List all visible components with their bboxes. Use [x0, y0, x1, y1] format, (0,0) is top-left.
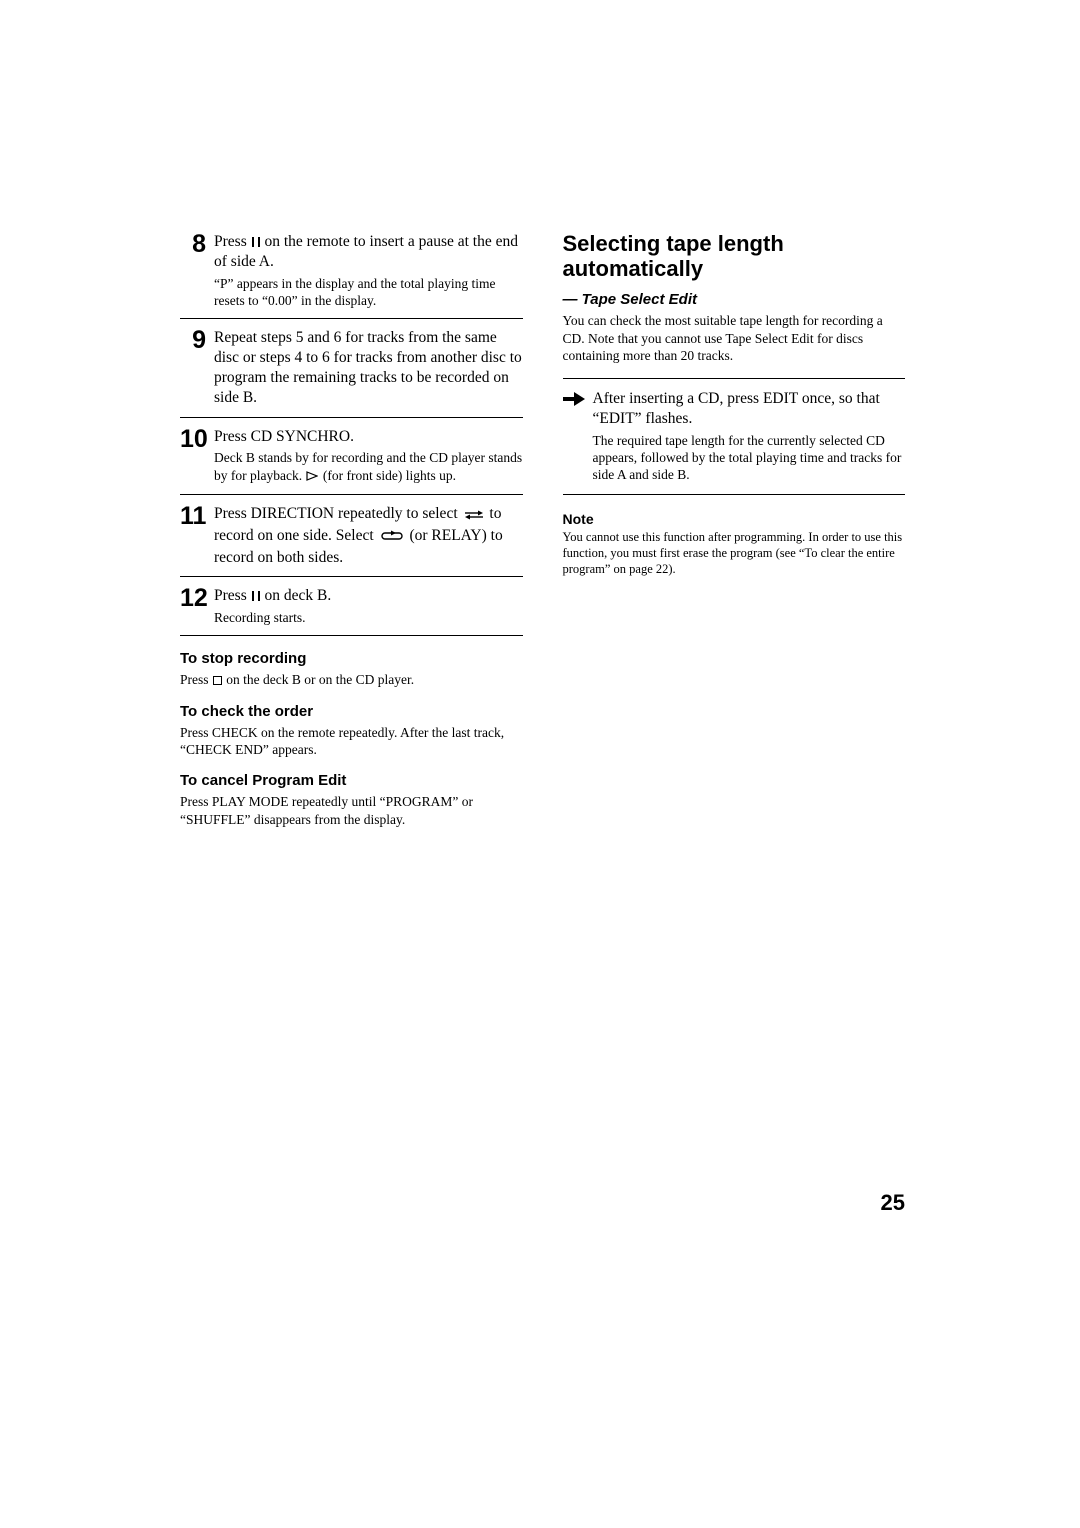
- note-body: You cannot use this function after progr…: [563, 529, 906, 577]
- section-body-b: on the deck B or on the CD player.: [223, 672, 414, 687]
- section-heading: To cancel Program Edit: [180, 772, 523, 789]
- step-number: 8: [180, 232, 214, 257]
- intro-paragraph: You can check the most suitable tape len…: [563, 312, 906, 364]
- step-body: Repeat steps 5 and 6 for tracks from the…: [214, 328, 523, 407]
- step-number: 9: [180, 328, 214, 353]
- step-text: Repeat steps 5 and 6 for tracks from the…: [214, 329, 522, 405]
- step-body: Press on the remote to insert a pause at…: [214, 232, 523, 309]
- step-number: 12: [180, 586, 214, 611]
- step-text: on deck B.: [261, 587, 332, 604]
- divider: [180, 635, 523, 636]
- section-body-a: Press: [180, 672, 212, 687]
- direction-loop-icon: [380, 528, 404, 548]
- note-heading: Note: [563, 511, 906, 527]
- divider: [180, 576, 523, 577]
- direction-oneside-icon: [464, 506, 484, 526]
- stop-icon: [213, 676, 222, 685]
- section-body: Press CHECK on the remote repeatedly. Af…: [180, 724, 523, 759]
- arrow-body: After inserting a CD, press EDIT once, s…: [593, 389, 906, 483]
- page-content: 8 Press on the remote to insert a pause …: [180, 232, 905, 828]
- section-body: Press PLAY MODE repeatedly until “PROGRA…: [180, 793, 523, 828]
- section-heading: To stop recording: [180, 650, 523, 667]
- pause-icon: [252, 591, 260, 601]
- right-column: Selecting tape length automatically — Ta…: [563, 232, 906, 828]
- section-title: Selecting tape length automatically: [563, 232, 906, 281]
- step-body: Press on deck B. Recording starts.: [214, 586, 523, 626]
- arrow-icon: [563, 389, 593, 411]
- step-9: 9 Repeat steps 5 and 6 for tracks from t…: [180, 328, 523, 407]
- step-subtext: “P” appears in the display and the total…: [214, 275, 523, 310]
- section-heading: To check the order: [180, 703, 523, 720]
- step-number: 10: [180, 427, 214, 452]
- divider: [180, 417, 523, 418]
- step-subtext: Recording starts.: [214, 609, 523, 626]
- step-subtext-b: (for front side) lights up.: [319, 468, 455, 483]
- step-text: Press: [214, 233, 251, 250]
- divider: [180, 494, 523, 495]
- left-column: 8 Press on the remote to insert a pause …: [180, 232, 523, 828]
- step-body: Press DIRECTION repeatedly to select to …: [214, 504, 523, 567]
- step-8: 8 Press on the remote to insert a pause …: [180, 232, 523, 309]
- step-text: Press DIRECTION repeatedly to select: [214, 505, 462, 522]
- arrow-sub: The required tape length for the current…: [593, 432, 906, 484]
- step-10: 10 Press CD SYNCHRO. Deck B stands by fo…: [180, 427, 523, 485]
- step-subtext: Deck B stands by for recording and the C…: [214, 449, 523, 485]
- play-icon: [306, 468, 318, 485]
- arrow-step: After inserting a CD, press EDIT once, s…: [563, 378, 906, 494]
- section-body: Press on the deck B or on the CD player.: [180, 671, 523, 688]
- page-number: 25: [881, 1190, 905, 1216]
- section-subtitle: — Tape Select Edit: [563, 291, 906, 308]
- arrow-main: After inserting a CD, press EDIT once, s…: [593, 390, 880, 427]
- step-number: 11: [180, 504, 214, 529]
- step-body: Press CD SYNCHRO. Deck B stands by for r…: [214, 427, 523, 485]
- divider: [180, 318, 523, 319]
- step-11: 11 Press DIRECTION repeatedly to select …: [180, 504, 523, 567]
- pause-icon: [252, 237, 260, 247]
- step-text: Press: [214, 587, 251, 604]
- step-12: 12 Press on deck B. Recording starts.: [180, 586, 523, 626]
- step-text: Press CD SYNCHRO.: [214, 428, 354, 445]
